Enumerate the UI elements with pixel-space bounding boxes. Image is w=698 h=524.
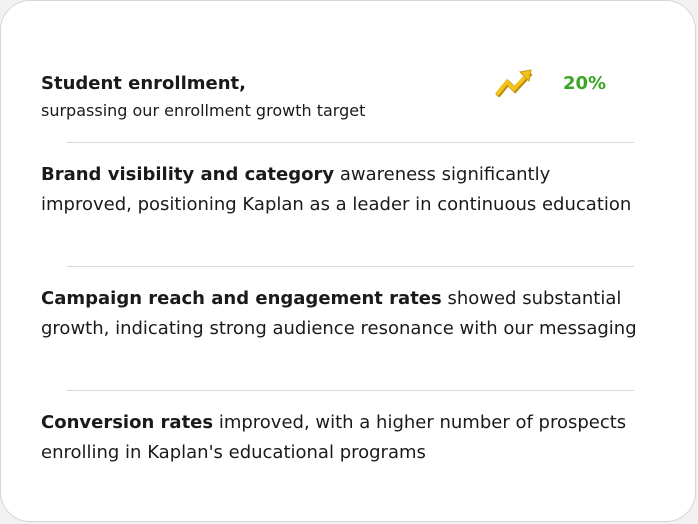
- brand-visibility-text: awareness significantly improved, positi…: [41, 164, 632, 215]
- enrollment-subtitle: surpassing our enrollment growth target: [41, 101, 366, 120]
- enrollment-growth-value: 20%: [563, 73, 607, 94]
- campaign-reach-text: showed substantial growth, indicating st…: [41, 288, 637, 339]
- brand-visibility-label: Brand visibility and category: [41, 164, 335, 185]
- enrollment-title: Student enrollment,: [41, 73, 246, 94]
- conversion-rates-item: Conversion rates improved, with a higher…: [41, 408, 641, 468]
- brand-visibility-item: Brand visibility and category awareness …: [41, 160, 641, 220]
- divider: [67, 266, 634, 267]
- conversion-rates-label: Conversion rates: [41, 412, 214, 433]
- divider: [67, 142, 634, 143]
- enrollment-row: Student enrollment, surpassing our enrol…: [41, 71, 621, 124]
- conversion-rates-text: improved, with a higher number of prospe…: [41, 412, 627, 463]
- divider: [67, 390, 634, 391]
- campaign-reach-label: Campaign reach and engagement rates: [41, 288, 442, 309]
- trend-up-arrow-icon: [495, 69, 533, 97]
- campaign-reach-item: Campaign reach and engagement rates show…: [41, 284, 641, 344]
